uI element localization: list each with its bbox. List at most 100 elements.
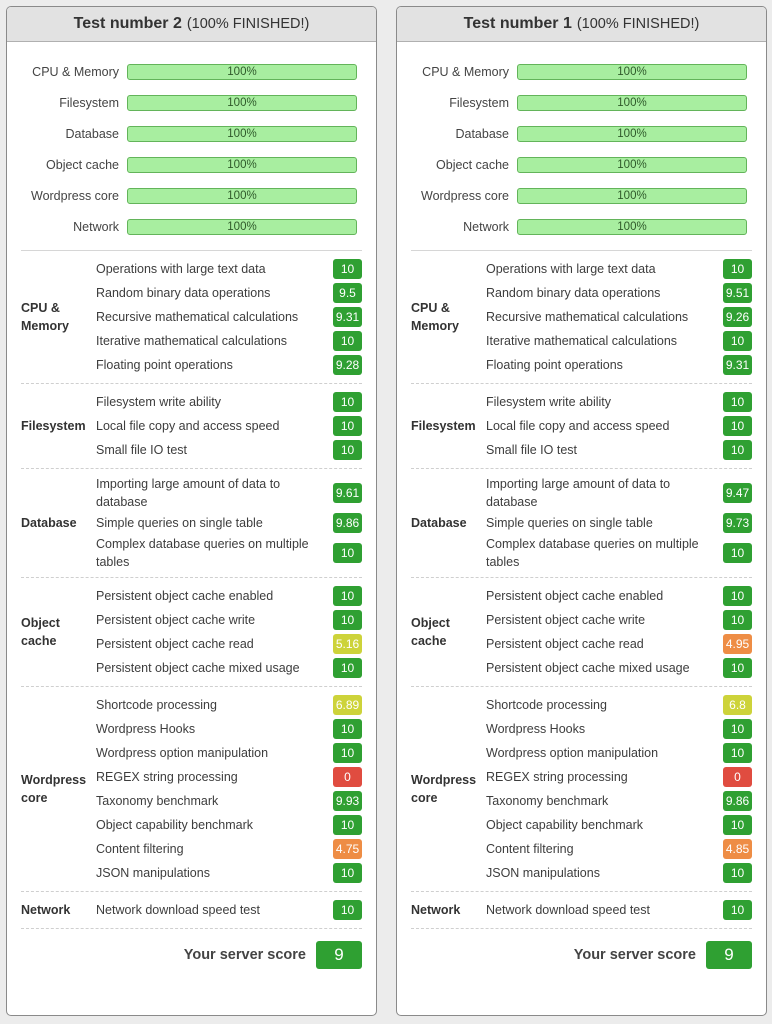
score-badge: 10	[723, 331, 752, 351]
test-row: Small file IO test 10	[96, 438, 362, 462]
score-badge: 10	[723, 259, 752, 279]
test-panel: Test number 2 (100% FINISHED!) CPU & Memor…	[6, 6, 377, 1016]
progress-row-filesystem: Filesystem 100%	[21, 87, 362, 118]
score-badge: 9.86	[333, 513, 362, 533]
test-name: Content filtering	[96, 842, 184, 856]
test-name: Complex database queries on multiple tab…	[486, 537, 699, 569]
test-list: Operations with large text data 10 Random …	[486, 257, 752, 377]
test-row: Persistent object cache mixed usage 10	[486, 656, 752, 680]
score-badge: 10	[333, 610, 362, 630]
score-badge: 10	[333, 863, 362, 883]
progress-row-cpu-memory: CPU & Memory 100%	[411, 56, 752, 87]
score-badge: 10	[723, 416, 752, 436]
test-name: Shortcode processing	[96, 698, 217, 712]
progress-label: Network	[73, 219, 119, 234]
progress-bar: 100%	[517, 125, 747, 142]
score-badge: 9.5	[333, 283, 362, 303]
test-name: Content filtering	[486, 842, 574, 856]
progress-list: CPU & Memory 100% Filesystem 100% Database 10…	[411, 42, 752, 251]
progress-label: Wordpress core	[31, 188, 119, 203]
test-row: Complex database queries on multiple tab…	[486, 535, 752, 571]
section-name: Network	[411, 903, 461, 917]
test-row: Shortcode processing 6.89	[96, 693, 362, 717]
test-row: Object capability benchmark 10	[96, 813, 362, 837]
test-row: Content filtering 4.85	[486, 837, 752, 861]
score-badge: 10	[723, 815, 752, 835]
progress-row-wordpress-core: Wordpress core 100%	[21, 180, 362, 211]
test-list: Importing large amount of data to databa…	[486, 475, 752, 571]
test-row: Persistent object cache read 4.95	[486, 632, 752, 656]
score-badge: 9.47	[723, 483, 752, 503]
progress-label: Filesystem	[449, 95, 509, 110]
test-name: JSON manipulations	[96, 866, 210, 880]
panel-header: Test number 1 (100% FINISHED!)	[397, 7, 766, 42]
progress-row-cpu-memory: CPU & Memory 100%	[21, 56, 362, 87]
progress-value: 100%	[617, 189, 647, 202]
test-name: Persistent object cache read	[96, 637, 254, 651]
progress-bar: 100%	[127, 94, 357, 111]
test-name: Network download speed test	[486, 903, 650, 917]
test-row: Wordpress option manipulation 10	[486, 741, 752, 765]
score-badge: 9.28	[333, 355, 362, 375]
progress-row-object-cache: Object cache 100%	[411, 149, 752, 180]
score-badge: 10	[333, 586, 362, 606]
score-badge: 4.85	[723, 839, 752, 859]
test-name: Simple queries on single table	[486, 516, 653, 530]
test-name: Persistent object cache enabled	[96, 589, 274, 603]
progress-value: 100%	[227, 65, 257, 78]
section-network: Network Network download speed test 10	[411, 892, 752, 929]
score-badge: 10	[333, 440, 362, 460]
test-row: Persistent object cache mixed usage 10	[96, 656, 362, 680]
test-name: Persistent object cache write	[96, 613, 256, 627]
test-row: Wordpress Hooks 10	[96, 717, 362, 741]
progress-bar: 100%	[517, 63, 747, 80]
progress-bar: 100%	[517, 218, 747, 235]
score-badge: 10	[333, 259, 362, 279]
test-row: REGEX string processing 0	[486, 765, 752, 789]
progress-value: 100%	[227, 158, 257, 171]
section-name: Database	[21, 516, 77, 530]
score-badge: 10	[723, 440, 752, 460]
panel-header: Test number 2 (100% FINISHED!)	[7, 7, 376, 42]
progress-label: Network	[463, 219, 509, 234]
section-network: Network Network download speed test 10	[21, 892, 362, 929]
progress-bar: 100%	[517, 156, 747, 173]
test-name: Network download speed test	[96, 903, 260, 917]
server-score-label: Your server score	[573, 947, 696, 963]
test-name: REGEX string processing	[96, 770, 238, 784]
test-list: Persistent object cache enabled 10 Persist…	[96, 584, 362, 680]
progress-value: 100%	[227, 220, 257, 233]
score-badge: 10	[723, 392, 752, 412]
score-badge: 4.75	[333, 839, 362, 859]
test-row: Filesystem write ability 10	[96, 390, 362, 414]
score-badge: 10	[333, 543, 362, 563]
test-row: Simple queries on single table 9.86	[96, 511, 362, 535]
score-badge: 10	[333, 658, 362, 678]
test-row: Operations with large text data 10	[486, 257, 752, 281]
test-row: Persistent object cache enabled 10	[486, 584, 752, 608]
section-cpu-memory: CPU & Memory Operations with large text d…	[411, 251, 752, 384]
score-badge: 10	[723, 743, 752, 763]
score-badge: 0	[333, 767, 362, 787]
score-badge: 10	[333, 815, 362, 835]
score-badge: 10	[333, 392, 362, 412]
score-badge: 9.61	[333, 483, 362, 503]
server-score-badge: 9	[706, 941, 752, 969]
panel-title: Test number 2	[73, 15, 182, 32]
test-row: Recursive mathematical calculations 9.26	[486, 305, 752, 329]
server-score-row: Your server score 9	[21, 929, 362, 969]
test-name: Shortcode processing	[486, 698, 607, 712]
test-name: Persistent object cache write	[486, 613, 646, 627]
test-list: Network download speed test 10	[96, 898, 362, 922]
test-row: Importing large amount of data to databa…	[486, 475, 752, 511]
progress-value: 100%	[227, 189, 257, 202]
section-name: CPU & Memory	[21, 301, 69, 333]
section-filesystem: Filesystem Filesystem write ability 10 Loca…	[411, 384, 752, 469]
score-badge: 6.8	[723, 695, 752, 715]
progress-row-filesystem: Filesystem 100%	[411, 87, 752, 118]
score-badge: 10	[723, 719, 752, 739]
test-row: Network download speed test 10	[486, 898, 752, 922]
progress-label: CPU & Memory	[422, 64, 509, 79]
test-name: Importing large amount of data to databa…	[486, 477, 671, 509]
test-name: Wordpress option manipulation	[96, 746, 269, 760]
